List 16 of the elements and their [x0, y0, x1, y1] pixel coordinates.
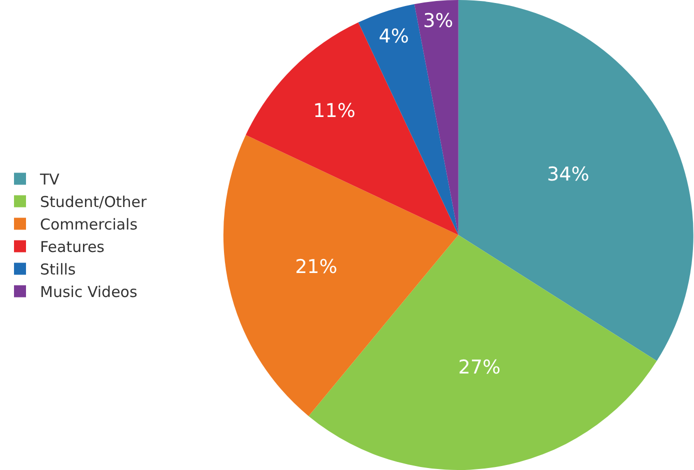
pie-slice	[358, 4, 458, 235]
pie-slice	[224, 134, 458, 416]
data-label: 4%	[378, 25, 409, 48]
legend-label: Student/Other	[40, 193, 148, 212]
legend-label: Commercials	[40, 216, 138, 234]
legend-label: Stills	[40, 260, 76, 279]
legend-label: Features	[40, 238, 105, 256]
data-label: 34%	[547, 164, 590, 186]
data-label: 21%	[295, 256, 338, 278]
legend-label: Music Videos	[40, 283, 138, 302]
data-label: 3%	[423, 10, 454, 32]
pie-slice	[414, 0, 458, 235]
data-label: 11%	[313, 100, 356, 122]
data-label: 27%	[458, 356, 501, 379]
pie-slice	[458, 0, 693, 361]
legend-label: TV	[39, 170, 60, 189]
